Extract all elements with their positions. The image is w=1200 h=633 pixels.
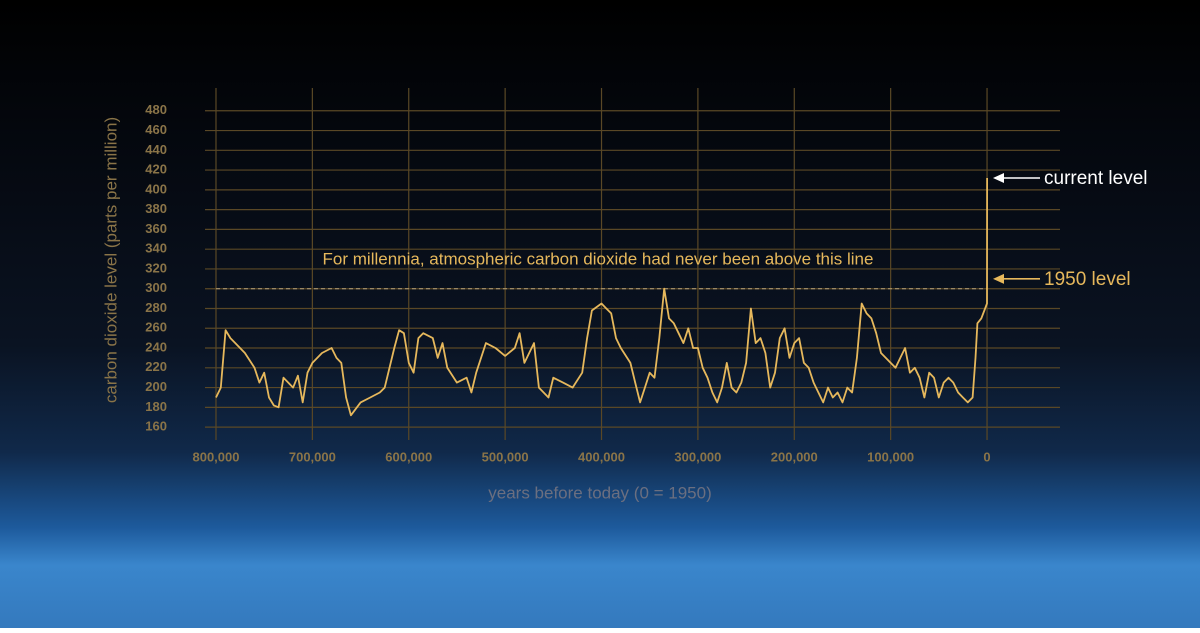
x-tick-label: 600,000 bbox=[385, 449, 432, 464]
x-tick-label: 400,000 bbox=[578, 449, 625, 464]
y-tick-label: 260 bbox=[145, 320, 167, 335]
y-tick-label: 220 bbox=[145, 359, 167, 374]
co2-line bbox=[215, 177, 988, 417]
annotation-label: current level bbox=[1044, 168, 1148, 189]
x-tick-label: 0 bbox=[983, 449, 990, 464]
x-tick-label: 700,000 bbox=[289, 449, 336, 464]
y-tick-label: 300 bbox=[145, 280, 167, 295]
y-tick-label: 180 bbox=[145, 399, 167, 414]
x-tick-label: 500,000 bbox=[482, 449, 529, 464]
x-axis-title: years before today (0 = 1950) bbox=[488, 483, 712, 502]
y-tick-label: 240 bbox=[145, 339, 167, 354]
arrow-head bbox=[993, 273, 1004, 284]
x-tick-label: 300,000 bbox=[674, 449, 721, 464]
reference-label: For millennia, atmospheric carbon dioxid… bbox=[323, 249, 874, 268]
x-tick-label: 200,000 bbox=[771, 449, 818, 464]
y-tick-label: 480 bbox=[145, 102, 167, 117]
y-axis-title: carbon dioxide level (parts per million) bbox=[101, 117, 120, 403]
y-tick-label: 360 bbox=[145, 221, 167, 236]
x-tick-label: 100,000 bbox=[867, 449, 914, 464]
y-tick-label: 380 bbox=[145, 201, 167, 216]
y-tick-label: 460 bbox=[145, 122, 167, 137]
arrow-head bbox=[993, 172, 1004, 183]
x-tick-label: 800,000 bbox=[192, 449, 239, 464]
annotation-label: 1950 level bbox=[1044, 269, 1131, 290]
y-tick-label: 400 bbox=[145, 181, 167, 196]
y-tick-label: 280 bbox=[145, 300, 167, 315]
y-tick-label: 420 bbox=[145, 162, 167, 177]
y-tick-label: 200 bbox=[145, 379, 167, 394]
y-tick-label: 440 bbox=[145, 142, 167, 157]
y-tick-label: 320 bbox=[145, 260, 167, 275]
y-tick-label: 160 bbox=[145, 419, 167, 434]
y-tick-label: 340 bbox=[145, 241, 167, 256]
